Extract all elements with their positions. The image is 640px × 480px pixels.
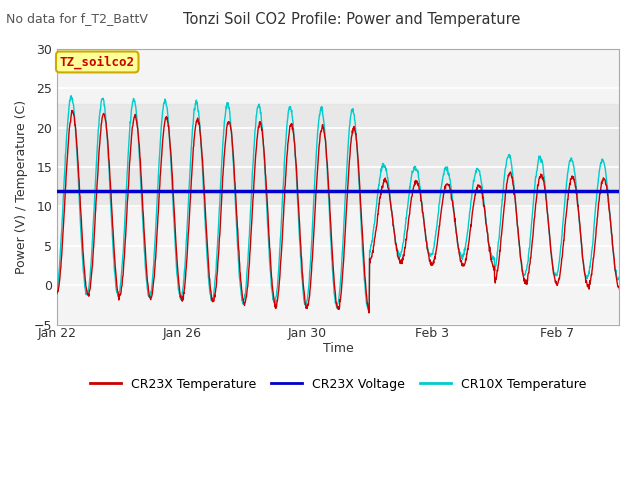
Text: Tonzi Soil CO2 Profile: Power and Temperature: Tonzi Soil CO2 Profile: Power and Temper…	[183, 12, 521, 27]
Bar	[57, 104, 620, 206]
Text: No data for f_T2_BattV: No data for f_T2_BattV	[6, 12, 148, 25]
Text: TZ_soilco2: TZ_soilco2	[60, 55, 135, 69]
Y-axis label: Power (V) / Temperature (C): Power (V) / Temperature (C)	[15, 100, 28, 274]
Legend: CR23X Temperature, CR23X Voltage, CR10X Temperature: CR23X Temperature, CR23X Voltage, CR10X …	[84, 372, 592, 396]
X-axis label: Time: Time	[323, 342, 353, 355]
